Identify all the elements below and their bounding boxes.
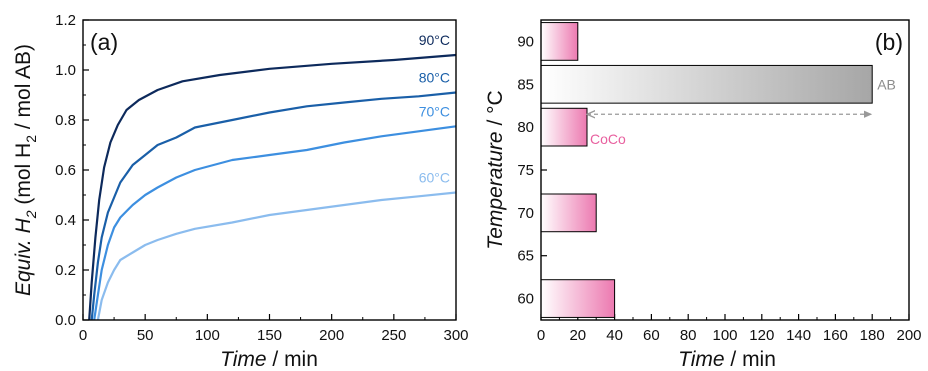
panel-b-x-tick-label: 60 <box>643 327 660 344</box>
panel-b-x-tick-label: 0 <box>537 327 545 344</box>
panel-a-x-tick-label: 200 <box>319 327 344 344</box>
panel-a-y-tick-label: 1.0 <box>55 62 76 79</box>
panel-b-bar-chart: 0 20 40 60 80 100 120 140 160 180 200 60 65 70 75 80 85… <box>484 19 922 371</box>
panel-b-bars <box>540 22 873 318</box>
panel-b-bar-coco <box>540 107 588 147</box>
panel-a-x-tick-label: 0 <box>79 327 87 344</box>
panel-b-bar-coco <box>540 193 597 233</box>
panel-b-x-tick-label: 120 <box>749 327 774 344</box>
panel-b-y-axis-title-main: Temperature <box>484 131 507 249</box>
panel-b-bar-ab <box>540 64 873 104</box>
panel-b-bar-coco <box>540 279 616 318</box>
panel-a-x-tick-label: 100 <box>195 327 220 344</box>
panel-a-series-line <box>93 125 457 321</box>
panel-a-series-labels: 90°C 80°C 70°C 60°C <box>419 32 450 186</box>
panel-b-x-tick-label: 160 <box>823 327 848 344</box>
panel-a-series-label: 80°C <box>419 70 450 86</box>
panel-a-y-axis-title-part-a: Equiv. H <box>12 217 35 296</box>
panel-b-y-tick-label: 80 <box>517 119 534 136</box>
panel-b-x-axis-title-unit: / min <box>725 348 776 371</box>
panel-a-x-tick-label: 50 <box>137 327 154 344</box>
panel-a-series-lines <box>88 53 457 321</box>
panel-b-y-tick-label: 70 <box>517 205 534 222</box>
panel-a-y-axis-title-part-d: 2 <box>23 135 39 143</box>
panel-a-y-tick-label: 0.6 <box>55 162 76 179</box>
panel-a-label: (a) <box>90 29 118 55</box>
panel-b-x-axis-title-main: Time <box>678 348 724 371</box>
panel-a-line-chart: 0 50 100 150 200 250 300 0.0 0.2 0.4 0.6 0.8 1.0 1.2… <box>12 12 469 371</box>
panel-a-series-label: 90°C <box>419 32 450 48</box>
panel-a-x-tick-label: 300 <box>443 327 468 344</box>
panel-a-x-axis-title-unit: / min <box>267 348 318 371</box>
panel-b-y-axis-title: Temperature / °C <box>484 90 507 249</box>
panel-a-frame <box>82 19 457 321</box>
panel-a-x-tick-label: 150 <box>257 327 282 344</box>
panel-a-x-tick-labels: 0 50 100 150 200 250 300 <box>79 327 469 344</box>
panel-b-series-labels: AB CoCo <box>590 76 896 147</box>
panel-a-x-tick-label: 250 <box>381 327 406 344</box>
panel-a-y-tick-label: 0.8 <box>55 112 76 129</box>
panel-a-y-tick-label: 0.0 <box>55 312 76 329</box>
panel-a-y-tick-label: 0.4 <box>55 212 76 229</box>
panel-a-y-tick-label: 0.2 <box>55 262 76 279</box>
panel-b-x-tick-label: 20 <box>569 327 586 344</box>
panel-b-y-tick-labels: 60 65 70 75 80 85 90 <box>517 33 534 307</box>
panel-b-series-label-ab: AB <box>877 76 896 92</box>
panel-b-y-tick-label: 85 <box>517 76 534 93</box>
panel-a-series-label: 60°C <box>419 170 450 186</box>
panel-b-y-tick-label: 60 <box>517 291 534 308</box>
panel-b-y-tick-label: 65 <box>517 248 534 265</box>
panel-b-x-axis-title: Time / min <box>678 348 776 371</box>
panel-b-x-tick-label: 80 <box>680 327 697 344</box>
panel-a-y-axis-title: Equiv. H2 (mol H2 / mol AB) <box>12 44 39 296</box>
panel-b-x-tick-labels: 0 20 40 60 80 100 120 140 160 180 200 <box>537 327 922 344</box>
panel-b-series-label-coco: CoCo <box>590 131 626 147</box>
panel-a-series-line <box>90 91 457 321</box>
panel-a-y-axis-title-part-e: / mol AB) <box>12 44 35 135</box>
panel-b-x-tick-label: 100 <box>712 327 737 344</box>
panel-b-bar-coco <box>540 22 579 61</box>
panel-b-x-tick-label: 40 <box>606 327 623 344</box>
panel-b-frame <box>540 19 910 321</box>
panel-b-y-axis-title-unit: / °C <box>484 90 507 131</box>
panel-a-series-line <box>96 191 457 321</box>
panel-b-label: (b) <box>875 29 903 55</box>
panel-a-y-tick-labels: 0.0 0.2 0.4 0.6 0.8 1.0 1.2 <box>55 12 76 329</box>
panel-a-x-axis-title: Time / min <box>220 348 318 371</box>
panel-a-y-axis-title-part-c: (mol H <box>12 143 35 211</box>
panel-a-x-axis-title-main: Time <box>220 348 266 371</box>
panel-a-y-axis-title-part-b: 2 <box>23 210 39 219</box>
panel-b-y-tick-label: 75 <box>517 162 534 179</box>
panel-a-series-label: 70°C <box>419 103 450 119</box>
panel-a-series-line <box>88 53 457 321</box>
panel-a-y-tick-label: 1.2 <box>55 12 76 29</box>
panel-a-ticks <box>82 19 457 321</box>
panel-b-x-tick-label: 140 <box>786 327 811 344</box>
panel-b-x-tick-label: 180 <box>860 327 885 344</box>
panel-b-y-tick-label: 90 <box>517 33 534 50</box>
panel-b-x-tick-label: 200 <box>896 327 921 344</box>
